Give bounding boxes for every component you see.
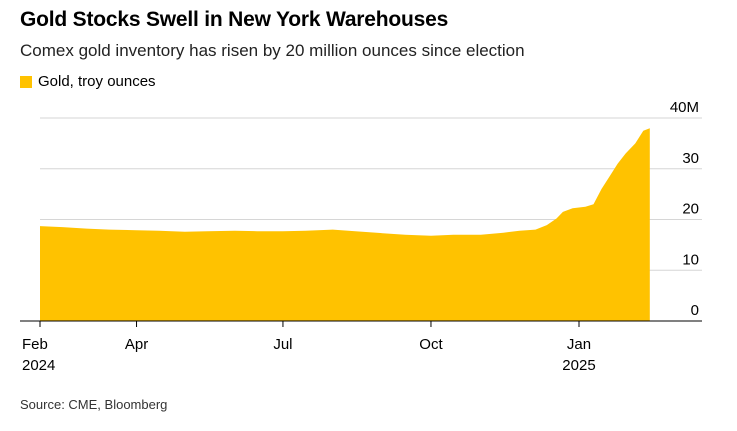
y-tick-label: 0 [691,302,699,319]
x-tick-label: Feb [22,336,48,353]
x-tick-label: Jul [273,336,292,353]
area-series [40,128,650,321]
x-tick-year-label: 2024 [22,357,55,374]
source-note: Source: CME, Bloomberg [20,397,168,412]
legend-label: Gold, troy ounces [38,73,156,90]
legend: Gold, troy ounces [20,73,156,90]
x-tick-label: Jan [567,336,591,353]
x-tick-label: Apr [125,336,148,353]
chart-title: Gold Stocks Swell in New York Warehouses [20,8,449,31]
y-axis-labels: 0 10 20 30 40M [670,99,699,319]
x-axis [20,320,702,327]
y-tick-label: 10 [682,251,699,268]
legend-swatch [20,75,32,88]
y-tick-label: 20 [682,201,699,218]
x-axis-labels: Feb 2024 Apr Jul Oct Jan 2025 [22,336,596,374]
y-tick-label: 40M [670,99,699,116]
x-tick-label: Oct [419,336,443,353]
chart-subtitle: Comex gold inventory has risen by 20 mil… [20,41,525,60]
y-tick-label: 30 [682,150,699,167]
gold-area [40,128,650,321]
x-tick-year-label: 2025 [562,357,595,374]
